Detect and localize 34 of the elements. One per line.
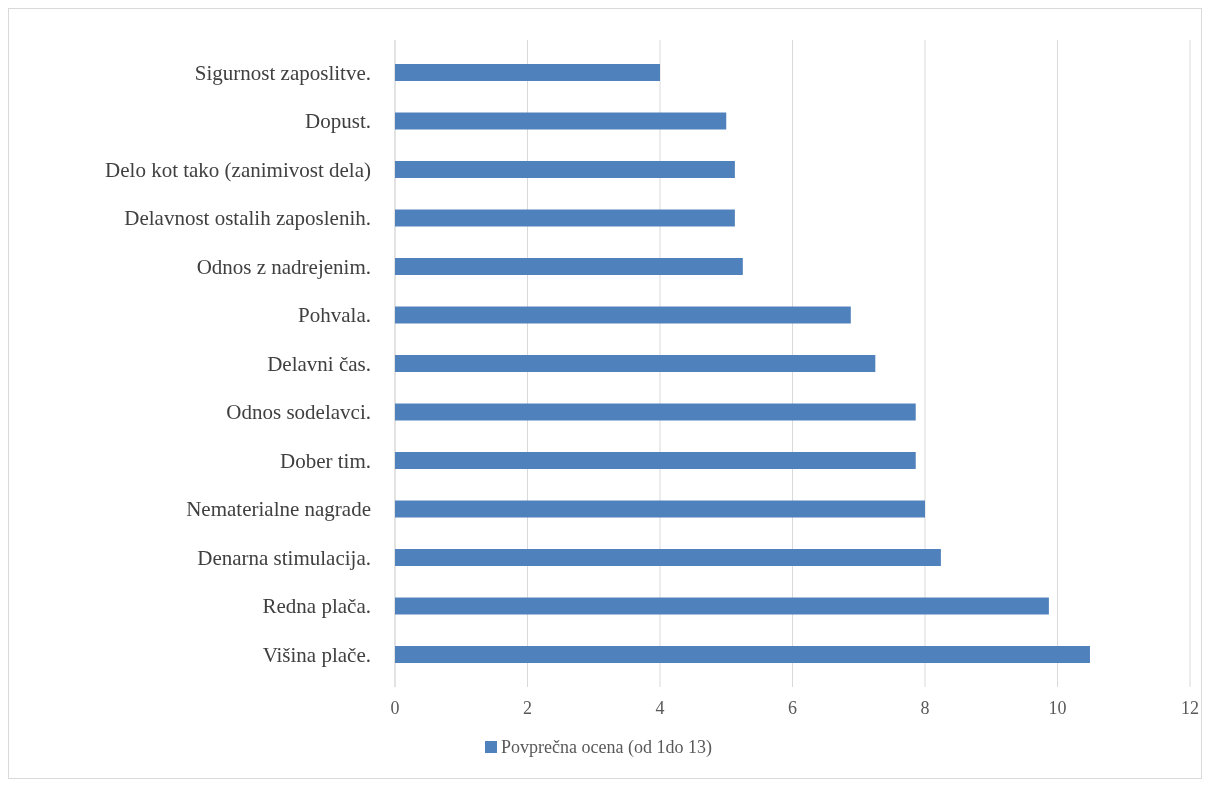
bar <box>395 209 735 227</box>
bar <box>395 258 743 275</box>
bar <box>395 64 660 81</box>
x-tick-label: 8 <box>920 698 930 718</box>
x-tick-label: 12 <box>1181 698 1199 718</box>
y-tick-label: Redna plača. <box>262 594 371 619</box>
bar <box>395 355 876 372</box>
y-tick-label: Višina plače. <box>262 642 371 667</box>
bar <box>395 549 941 566</box>
y-tick-label: Dober tim. <box>280 448 371 473</box>
x-tick-label: 10 <box>1048 698 1067 718</box>
y-tick-label: Denarna stimulacija. <box>197 545 371 570</box>
y-tick-label: Odnos sodelavci. <box>226 400 371 425</box>
x-tick-label: 4 <box>655 698 665 718</box>
y-tick-label: Delavnost ostalih zaposlenih. <box>124 206 371 231</box>
bar <box>395 500 925 518</box>
x-tick-label: 0 <box>390 698 400 718</box>
y-tick-label: Delavni čas. <box>267 351 371 376</box>
y-tick-label: Sigurnost zaposlitve. <box>194 60 371 85</box>
bar <box>395 403 916 421</box>
bar <box>395 452 916 469</box>
y-tick-label: Pohvala. <box>298 303 371 328</box>
bar <box>395 112 727 130</box>
y-tick-label: Dopust. <box>305 109 371 134</box>
x-tick-label: 6 <box>788 698 797 718</box>
bar <box>395 306 851 324</box>
bar <box>395 597 1049 615</box>
bar <box>395 161 735 178</box>
x-tick-label: 2 <box>523 698 532 718</box>
bar <box>395 646 1090 663</box>
legend-label: Povprečna ocena (od 1do 13) <box>501 737 712 759</box>
y-tick-label: Delo kot tako (zanimivost dela) <box>105 157 371 182</box>
y-tick-label: Odnos z nadrejenim. <box>196 254 371 279</box>
y-tick-label: Nematerialne nagrade <box>186 497 371 522</box>
